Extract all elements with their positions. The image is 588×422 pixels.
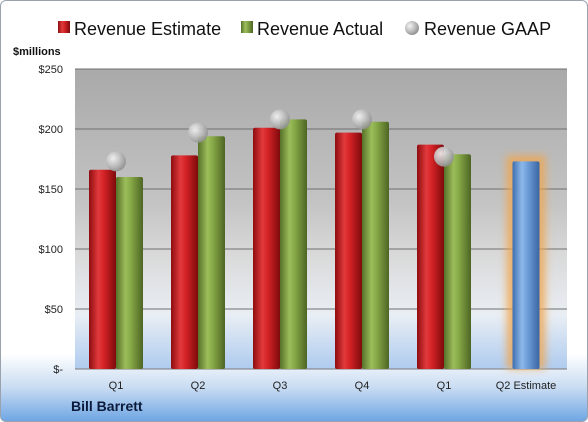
legend-item-estimate: Revenue Estimate xyxy=(58,19,221,39)
chart-marks xyxy=(89,109,546,370)
x-tick-label: Q3 xyxy=(273,380,288,392)
marker-revenue-gaap xyxy=(352,109,372,130)
x-tick-label: Q1 xyxy=(109,380,124,392)
legend-swatch-gaap xyxy=(405,21,419,35)
x-tick-label: Q2 xyxy=(191,380,206,392)
marker-revenue-gaap xyxy=(188,122,208,143)
gridlines xyxy=(75,68,567,370)
y-tick-label: $50 xyxy=(45,304,63,316)
legend-label-estimate: Revenue Estimate xyxy=(74,19,221,39)
y-tick-label: $250 xyxy=(39,64,63,76)
marker-revenue-gaap xyxy=(106,151,126,172)
bar-revenue-estimate xyxy=(335,132,362,369)
y-tick-label: $- xyxy=(53,364,63,376)
bar-revenue-actual xyxy=(444,154,471,369)
bar-revenue-forecast xyxy=(512,161,540,369)
bar-revenue-actual xyxy=(280,119,307,370)
bar-revenue-actual xyxy=(116,177,143,369)
marker-revenue-gaap xyxy=(270,109,290,130)
legend: Revenue Estimate Revenue Actual Revenue … xyxy=(58,19,551,39)
y-axis-ticks: $- $50 $100 $150 $200 $250 xyxy=(39,64,64,376)
bar-revenue-actual xyxy=(198,136,225,369)
legend-item-actual: Revenue Actual xyxy=(241,19,383,39)
bar-revenue-estimate xyxy=(89,169,116,369)
legend-label-gaap: Revenue GAAP xyxy=(424,19,551,39)
x-tick-label: Q2 Estimate xyxy=(496,380,557,392)
bar-revenue-actual xyxy=(362,121,389,369)
y-tick-label: $200 xyxy=(39,124,63,136)
marker-revenue-gaap xyxy=(434,146,454,167)
y-axis-unit-label: $millions xyxy=(13,46,61,58)
y-tick-label: $100 xyxy=(39,244,63,256)
company-name: Bill Barrett xyxy=(71,398,143,414)
legend-swatch-estimate xyxy=(58,21,70,33)
legend-item-gaap: Revenue GAAP xyxy=(405,19,551,39)
legend-label-actual: Revenue Actual xyxy=(257,19,383,39)
x-tick-label: Q4 xyxy=(355,380,370,392)
bar-revenue-estimate xyxy=(171,155,198,369)
bar-revenue-estimate xyxy=(253,127,280,369)
plot-area xyxy=(75,69,567,369)
y-tick-label: $150 xyxy=(39,184,63,196)
x-tick-label: Q1 xyxy=(437,380,452,392)
bar-revenue-estimate xyxy=(417,144,444,369)
x-axis-ticks: Q1 Q2 Q3 Q4 Q1 Q2 Estimate xyxy=(109,380,557,392)
legend-swatch-actual xyxy=(241,21,253,33)
